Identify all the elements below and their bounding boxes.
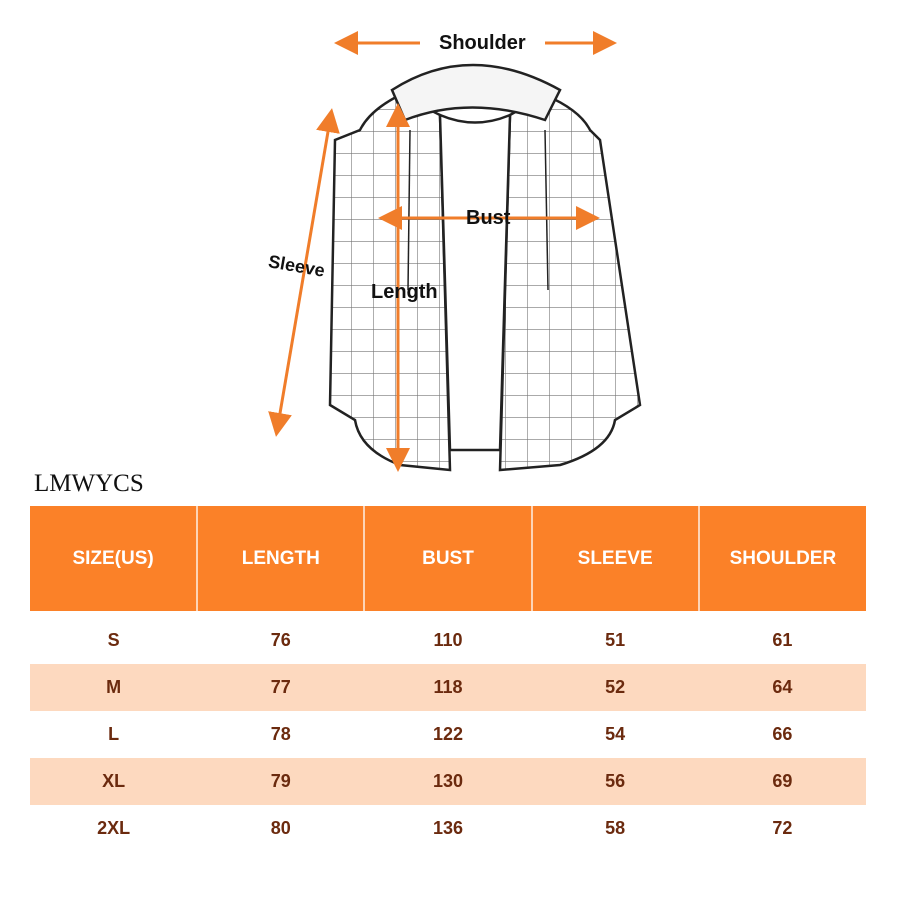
table-row: 2XL 80 136 58 72	[30, 805, 866, 852]
brand-name: LMWYCS	[34, 470, 144, 497]
table-cell: 72	[772, 818, 793, 838]
header-size: SIZE(US)	[30, 506, 198, 611]
header-sleeve: SLEEVE	[530, 506, 699, 611]
table-cell: 130	[364, 758, 532, 805]
table-cell: 118	[364, 664, 532, 711]
table-cell: 122	[432, 724, 463, 744]
table-cell: 2XL	[97, 818, 131, 838]
table-cell: 51	[605, 630, 626, 650]
header-row: SIZE(US) LENGTH BUST SLEEVE SHOULDER	[30, 506, 866, 611]
table-cell: 66	[772, 724, 793, 744]
hoodie-illustration	[268, 31, 642, 472]
table-row: S 76 110 51 61	[30, 617, 866, 664]
table-cell: XL	[30, 758, 198, 805]
header-bust: BUST	[363, 506, 532, 611]
table-cell: 56	[531, 758, 699, 805]
table-cell: L	[108, 724, 120, 744]
table-cell: 78	[270, 724, 291, 744]
table-cell: 136	[432, 818, 463, 838]
table-row: M 77 118 52 64	[30, 664, 866, 711]
shoulder-label: Shoulder	[435, 32, 530, 55]
bust-label: Bust	[466, 207, 511, 229]
table-cell: 52	[531, 664, 699, 711]
table-cell: 77	[197, 664, 365, 711]
table-cell: 80	[270, 818, 291, 838]
hoodie-drawing	[328, 63, 642, 472]
length-label: Length	[371, 281, 438, 303]
sleeve-arrow	[268, 108, 340, 437]
header-shoulder: SHOULDER	[697, 506, 866, 611]
table-cell: 54	[605, 724, 626, 744]
table-cell: 58	[605, 818, 626, 838]
table-cell: 76	[270, 630, 291, 650]
table-cell: 79	[197, 758, 365, 805]
header-length: LENGTH	[196, 506, 365, 611]
table-row: XL 79 130 56 69	[30, 758, 866, 805]
table-cell: 64	[698, 664, 866, 711]
table-cell: 110	[433, 630, 463, 650]
table-row: L 78 122 54 66	[30, 711, 866, 758]
table-cell: S	[107, 630, 120, 650]
size-table: SIZE(US) LENGTH BUST SLEEVE SHOULDER S 76…	[30, 506, 866, 852]
table-cell: 69	[698, 758, 866, 805]
table-cell: M	[30, 664, 198, 711]
table-cell: 61	[772, 630, 793, 650]
